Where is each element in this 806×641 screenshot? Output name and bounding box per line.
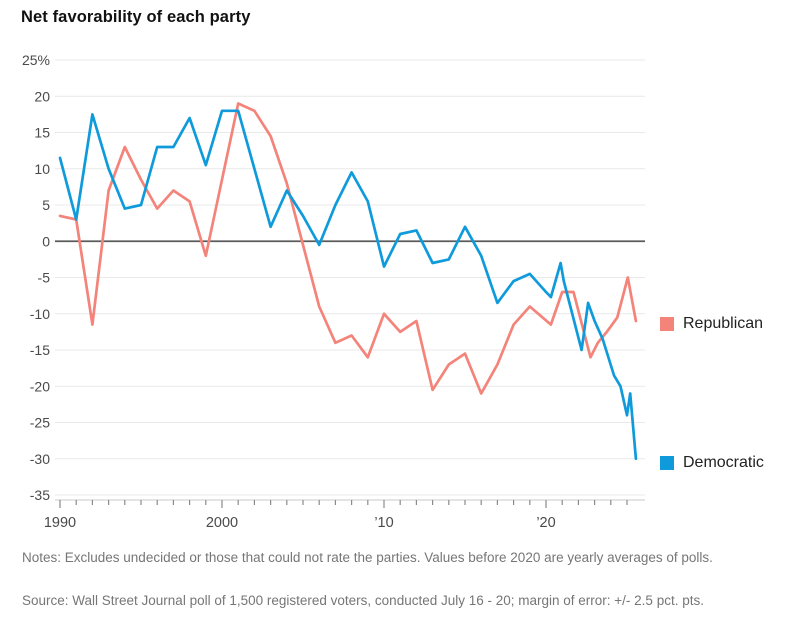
- y-axis-label: -5: [38, 270, 51, 286]
- legend-democratic: Democratic: [660, 454, 764, 472]
- y-axis-label: -15: [30, 342, 50, 358]
- republican-swatch-icon: [660, 317, 674, 331]
- y-axis-label: 20: [34, 88, 50, 104]
- y-axis-label: -30: [30, 451, 50, 467]
- source-text: Source: Wall Street Journal poll of 1,50…: [22, 593, 704, 608]
- y-axis-label: 15: [34, 125, 50, 141]
- democratic-line: [58, 109, 638, 461]
- republican-line: [58, 102, 638, 395]
- x-axis-label: ’10: [374, 515, 393, 531]
- x-axis-label: 2000: [206, 515, 238, 531]
- net-favorability-line-chart: 25% 20 15 10 5 0 -5 -10 -15 -20 -25 -30 -35 1990 2000 ’…: [22, 52, 645, 531]
- democratic-swatch-icon: [660, 456, 674, 470]
- x-axis-label: 1990: [44, 515, 76, 531]
- y-axis-label: 0: [42, 233, 50, 249]
- legend-democratic-label: Democratic: [683, 454, 764, 471]
- y-axis-label: 10: [34, 161, 50, 177]
- legend-republican: Republican: [660, 315, 763, 333]
- y-axis-label: -10: [30, 306, 50, 322]
- y-axis-label: 5: [42, 197, 50, 213]
- x-axis-label: ’20: [536, 515, 555, 531]
- legend-republican-label: Republican: [683, 315, 764, 332]
- notes-text: Notes: Excludes undecided or those that …: [22, 550, 713, 565]
- y-axis-label: -20: [30, 378, 50, 394]
- y-axis-label: -25: [30, 415, 50, 431]
- y-axis-label: 25%: [22, 52, 50, 68]
- y-axis-label: -35: [30, 487, 50, 503]
- chart-title: Net favorability of each party: [21, 8, 251, 26]
